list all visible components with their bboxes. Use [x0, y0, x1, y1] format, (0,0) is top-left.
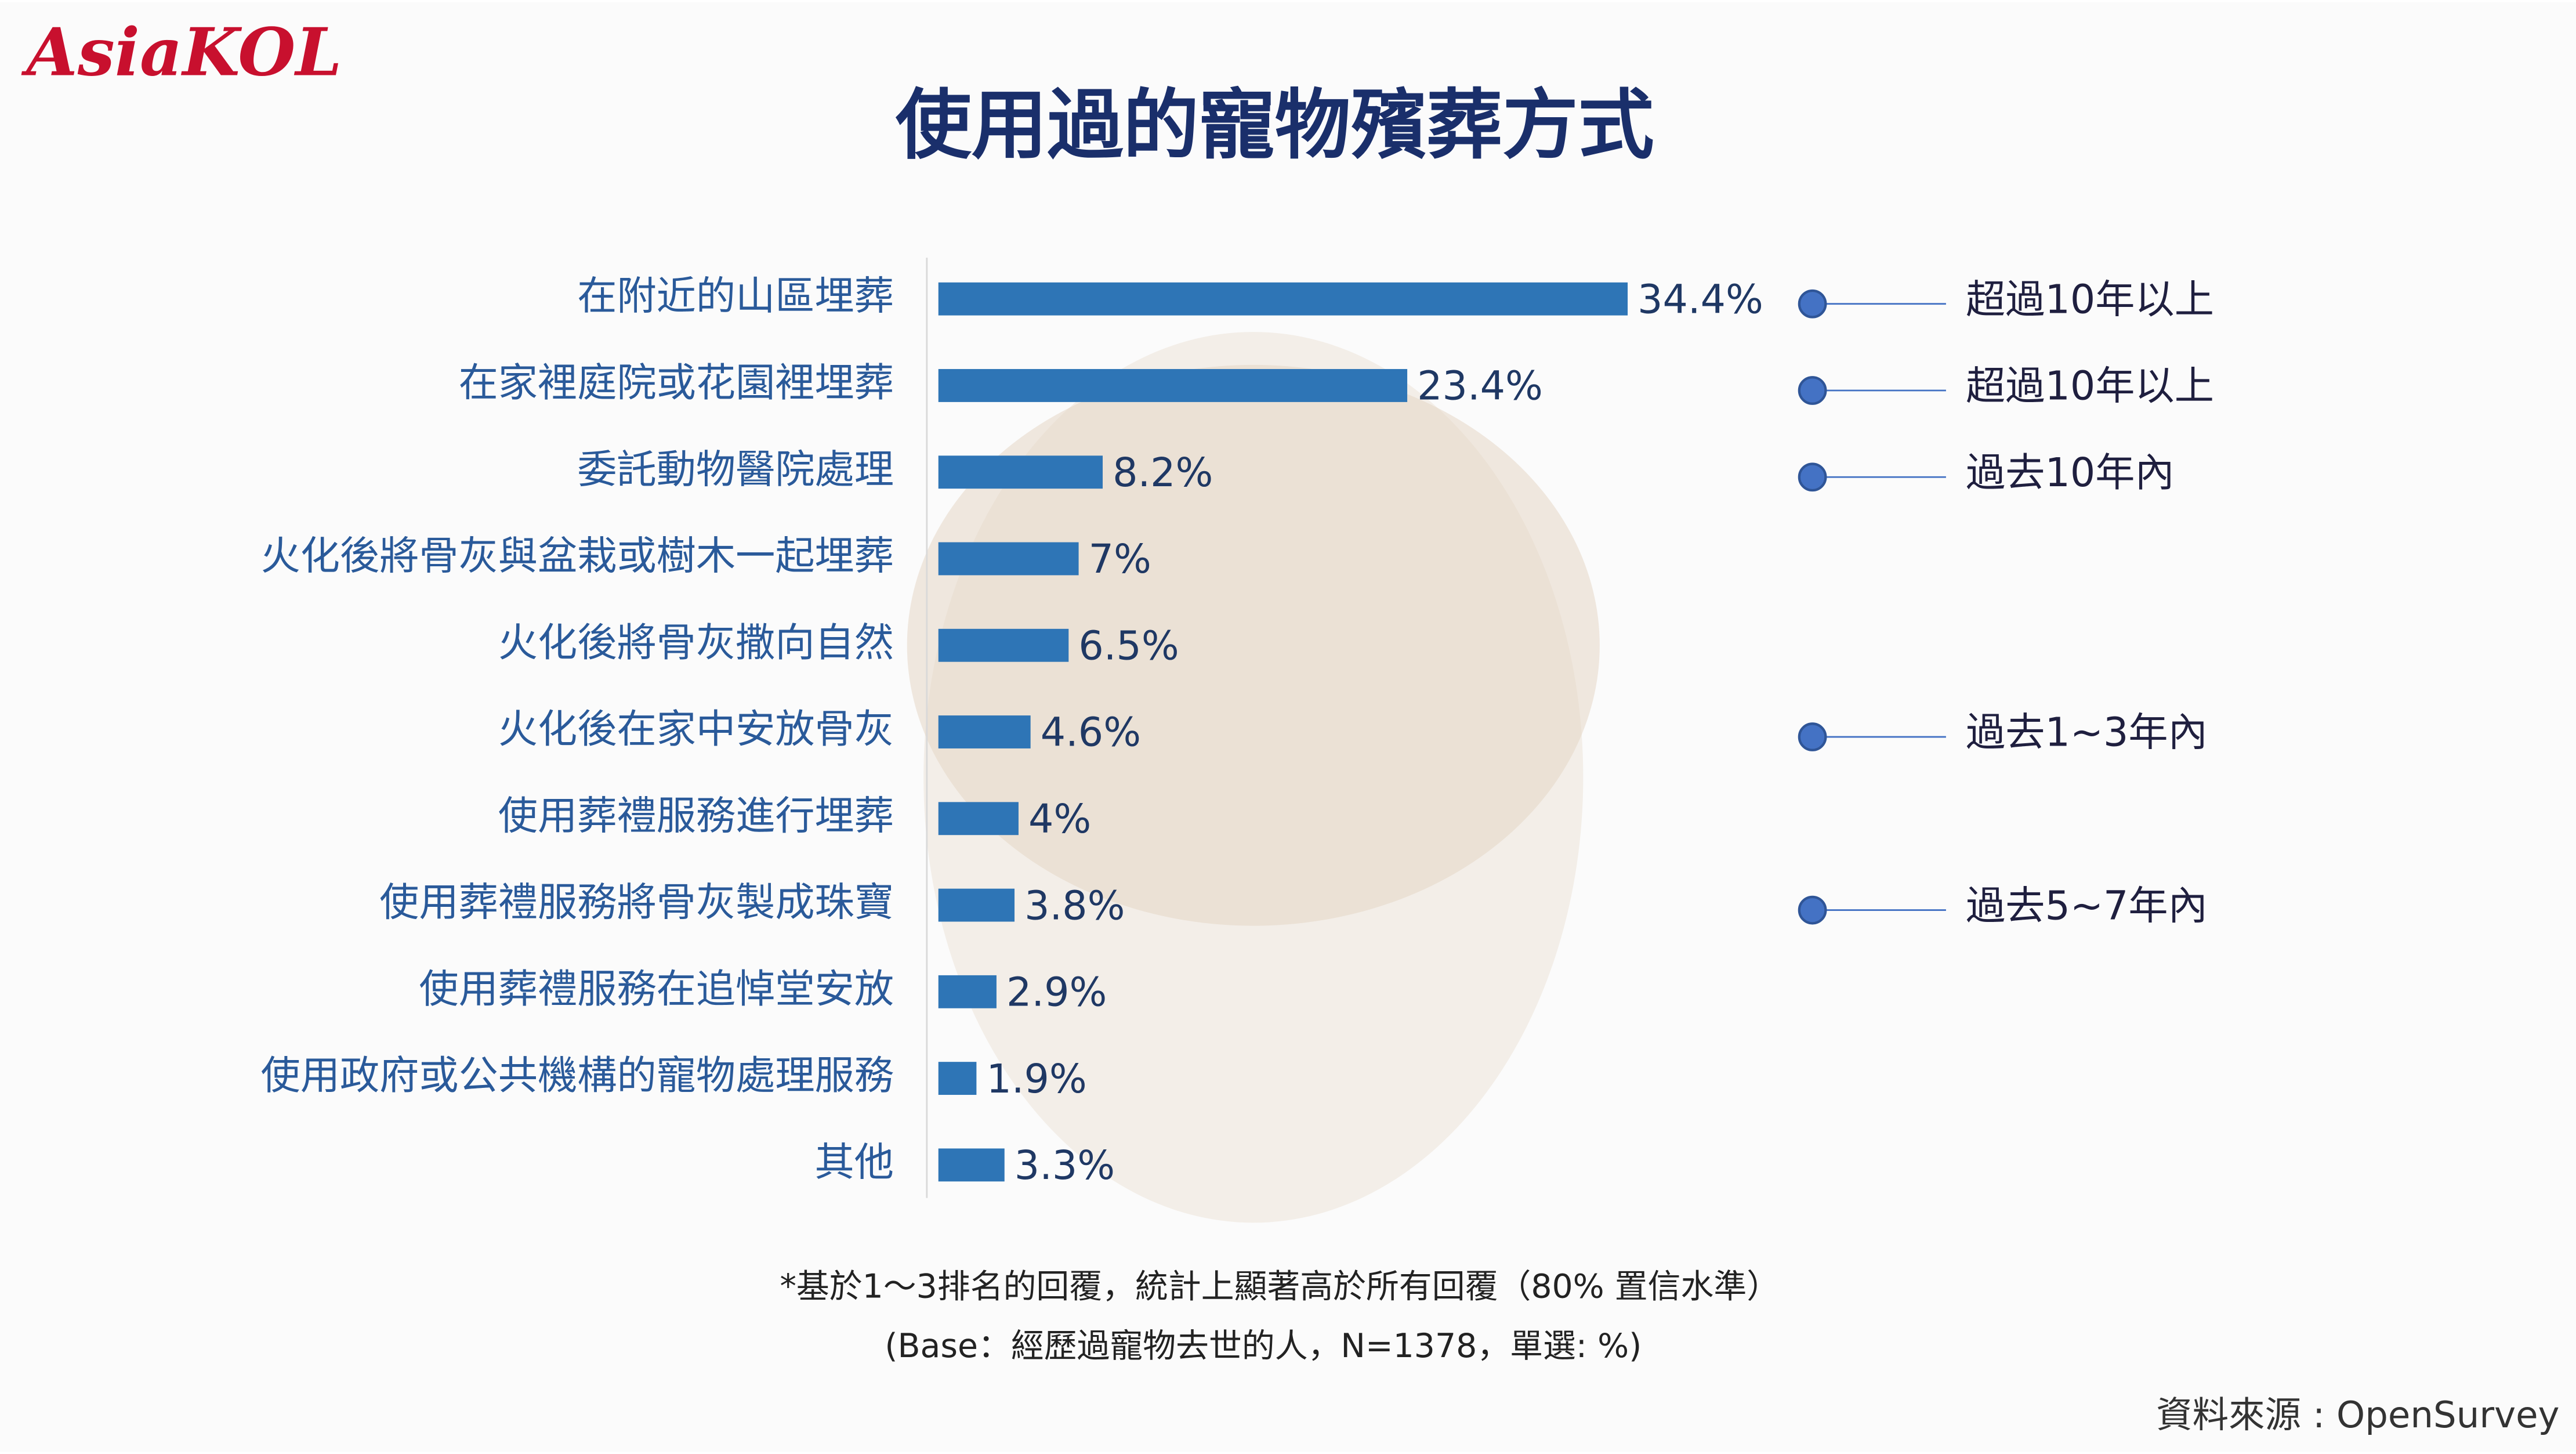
source: 資料來源 : OpenSurvey [2156, 1394, 2559, 1436]
category-label: 使用葬禮服務將骨灰製成珠寶 [379, 880, 894, 926]
value-label: 34.4% [1637, 277, 1763, 323]
category-label: 火化後將骨灰撒向自然 [498, 620, 894, 666]
value-label: 3.8% [1024, 883, 1125, 929]
category-label: 委託動物醫院處理 [577, 447, 894, 493]
bar [938, 975, 997, 1008]
value-label: 2.9% [1006, 970, 1107, 1016]
annotation-dot [1798, 289, 1827, 319]
value-label: 1.9% [986, 1057, 1086, 1102]
category-label: 火化後將骨灰與盆栽或樹木一起埋葬 [260, 534, 893, 580]
category-label: 火化後在家中安放骨灰 [498, 707, 894, 753]
bar [938, 369, 1408, 402]
value-label: 6.5% [1078, 623, 1179, 669]
category-label: 使用葬禮服務在追悼堂安放 [419, 967, 894, 1012]
value-label: 8.2% [1113, 450, 1213, 496]
chart-title: 使用過的寵物殯葬方式 [896, 81, 1654, 169]
annotation-dot [1798, 376, 1827, 405]
annotation: 超過10年以上 [1966, 277, 2214, 323]
annotation-dot [1798, 895, 1827, 925]
bar [938, 628, 1069, 662]
bar [938, 1062, 977, 1095]
category-label: 使用政府或公共機構的寵物處理服務 [260, 1053, 893, 1099]
value-label: 7% [1089, 537, 1151, 583]
value-label: 4.6% [1041, 710, 1141, 756]
annotation-dot [1798, 722, 1827, 751]
category-label: 其他 [815, 1140, 894, 1185]
category-label: 在附近的山區埋葬 [577, 274, 894, 320]
annotation: 超過10年以上 [1966, 364, 2214, 410]
annotation: 過去5~7年內 [1966, 883, 2208, 929]
category-label: 在家裡庭院或花園裡埋葬 [459, 360, 894, 406]
bar [938, 455, 1103, 489]
bar [938, 802, 1019, 835]
logo: AsiaKOL [21, 13, 342, 91]
bar [938, 282, 1628, 316]
bar [938, 888, 1015, 922]
value-label: 4% [1028, 797, 1091, 842]
footnote: *基於1～3排名的回覆，統計上顯著高於所有回覆（80% 置信水準） [780, 1268, 1780, 1306]
category-label: 使用葬禮服務進行埋葬 [498, 793, 894, 839]
value-label: 23.4% [1417, 364, 1543, 410]
annotation-dot [1798, 462, 1827, 492]
bar [938, 715, 1031, 748]
annotation: 過去1~3年內 [1966, 710, 2208, 756]
value-label: 3.3% [1015, 1143, 1115, 1189]
bar [938, 542, 1079, 576]
background-photo [907, 364, 1600, 926]
annotation: 過去10年內 [1966, 450, 2175, 496]
bar [938, 1148, 1005, 1182]
footnote: (Base：經歷過寵物去世的人，N=1378，單選: %) [885, 1327, 1642, 1365]
